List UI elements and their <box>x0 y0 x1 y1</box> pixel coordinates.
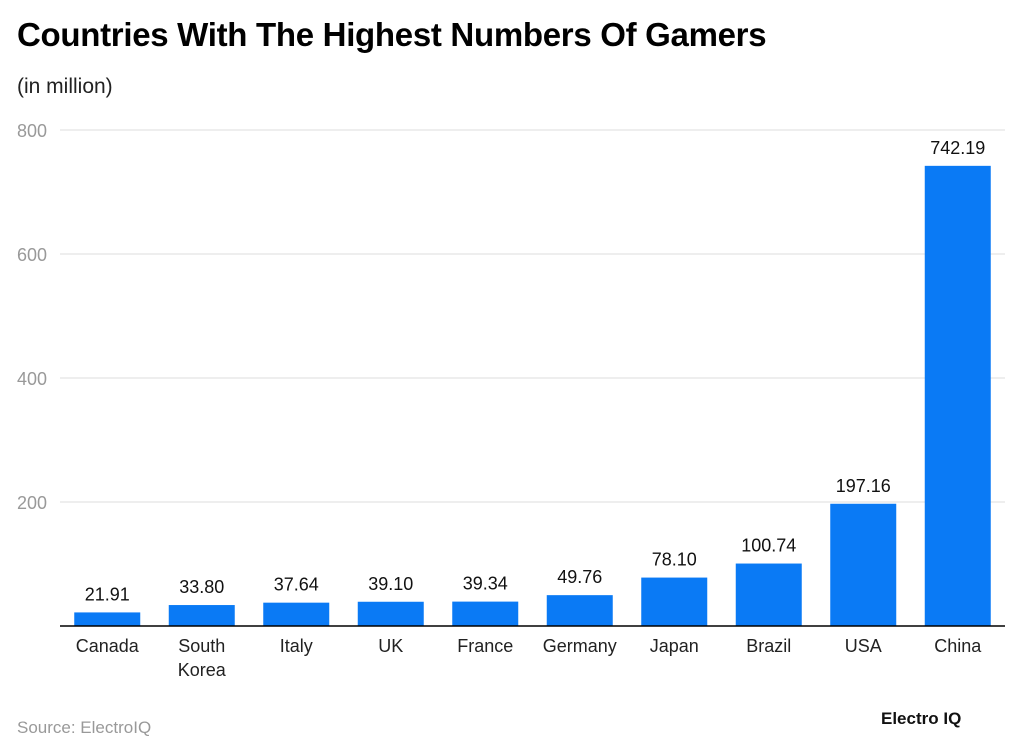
x-tick-label: Germany <box>543 636 617 656</box>
data-label: 21.91 <box>85 584 130 604</box>
bar <box>452 601 519 626</box>
data-label: 37.64 <box>274 575 319 595</box>
bar <box>74 612 141 626</box>
chart-title: Countries With The Highest Numbers Of Ga… <box>17 16 767 53</box>
x-tick-label: Brazil <box>746 636 791 656</box>
y-tick-label: 800 <box>17 121 47 141</box>
data-label: 197.16 <box>836 476 891 496</box>
x-tick-label: USA <box>845 636 882 656</box>
source-note: Source: ElectroIQ <box>17 718 152 737</box>
x-tick-label: Korea <box>178 660 227 680</box>
data-label: 49.76 <box>557 567 602 587</box>
electroiq-logo: Electro IQ <box>881 709 962 728</box>
y-tick-label: 200 <box>17 493 47 513</box>
x-tick-label: France <box>457 636 513 656</box>
x-tick-label: China <box>934 636 982 656</box>
chart-subtitle: (in million) <box>17 75 113 98</box>
bar <box>830 503 897 626</box>
y-tick-label: 400 <box>17 369 47 389</box>
data-label: 39.34 <box>463 574 508 594</box>
x-tick-label: Italy <box>280 636 313 656</box>
x-tick-label: Canada <box>76 636 140 656</box>
data-label: 33.80 <box>179 577 224 597</box>
bar <box>924 165 991 626</box>
x-tick-label: UK <box>378 636 403 656</box>
bar <box>641 577 708 626</box>
data-label: 39.10 <box>368 574 413 594</box>
bar <box>357 601 424 626</box>
data-label: 78.10 <box>652 550 697 570</box>
data-label: 742.19 <box>930 138 985 158</box>
data-label: 100.74 <box>741 536 796 556</box>
bar <box>168 605 235 626</box>
bar <box>546 595 613 626</box>
bar <box>735 563 802 626</box>
y-tick-label: 600 <box>17 245 47 265</box>
bar <box>263 602 330 626</box>
x-tick-label: Japan <box>650 636 699 656</box>
x-tick-label: South <box>178 636 225 656</box>
